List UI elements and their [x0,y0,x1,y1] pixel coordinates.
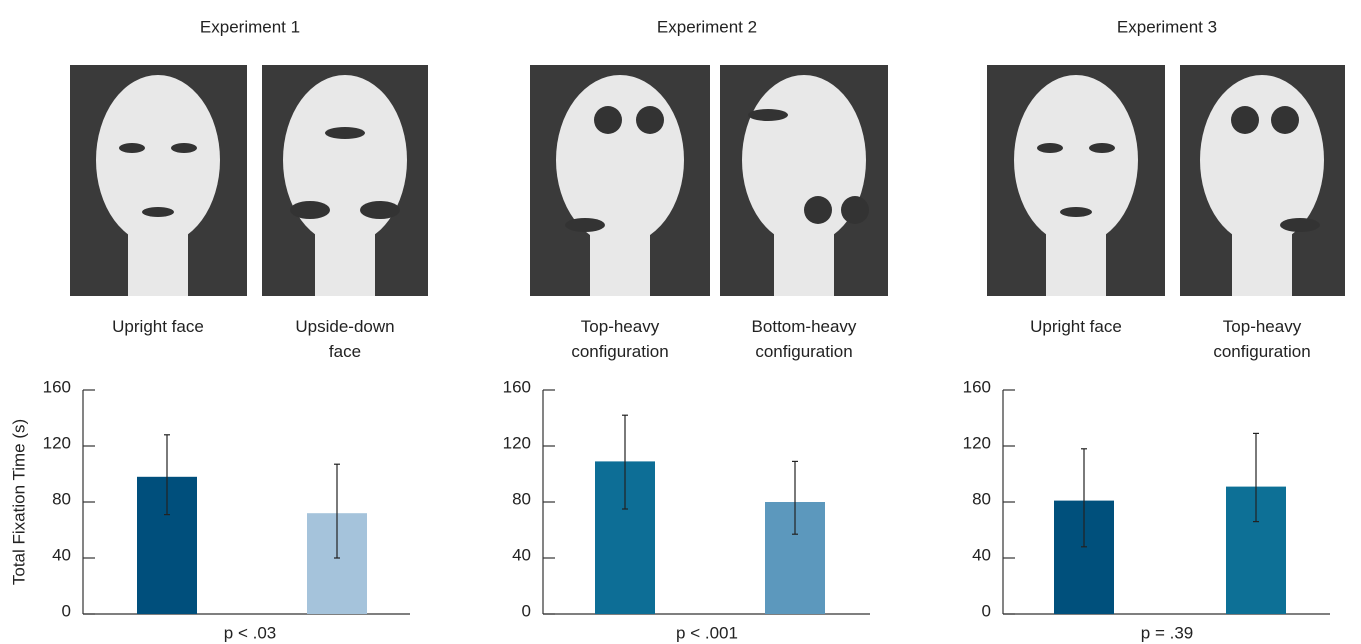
chart-title: Experiment 3 [1117,17,1217,36]
category-label: Top-heavy configuration [555,314,685,364]
face-image [262,65,428,296]
y-tick-label: 40 [512,545,531,564]
face-image [987,65,1165,296]
y-tick-label: 160 [963,377,991,396]
y-tick-label: 40 [52,545,71,564]
category-label: Top-heavy configuration [1197,314,1327,364]
y-tick-label: 160 [503,377,531,396]
y-tick-label: 0 [982,601,991,620]
y-tick-label: 80 [52,489,71,508]
face-image [1180,65,1345,296]
figure: Experiment 1 p < .03 Total Fixation Time (… [0,0,1361,644]
y-tick-label: 120 [963,433,991,452]
x-axis-label: p = .39 [1141,623,1193,642]
y-tick-label: 80 [512,489,531,508]
category-label: Bottom-heavy configuration [739,314,869,364]
y-tick-label: 0 [62,601,71,620]
face-image [70,65,247,296]
chart-title: Experiment 1 [200,17,300,36]
y-tick-label: 0 [522,601,531,620]
y-tick-label: 120 [43,433,71,452]
category-label: Upright face [1011,314,1141,339]
chart-title: Experiment 2 [657,17,757,36]
y-tick-label: 120 [503,433,531,452]
x-axis-label: p < .001 [676,623,738,642]
y-tick-label: 80 [972,489,991,508]
x-axis-label: p < .03 [224,623,276,642]
y-axis-label: Total Fixation Time (s) [9,419,28,585]
face-image [530,65,710,296]
face-image [720,65,888,296]
category-label: Upside-down face [280,314,410,364]
face-images [70,65,1345,296]
y-tick-label: 160 [43,377,71,396]
category-label: Upright face [93,314,223,339]
y-tick-label: 40 [972,545,991,564]
